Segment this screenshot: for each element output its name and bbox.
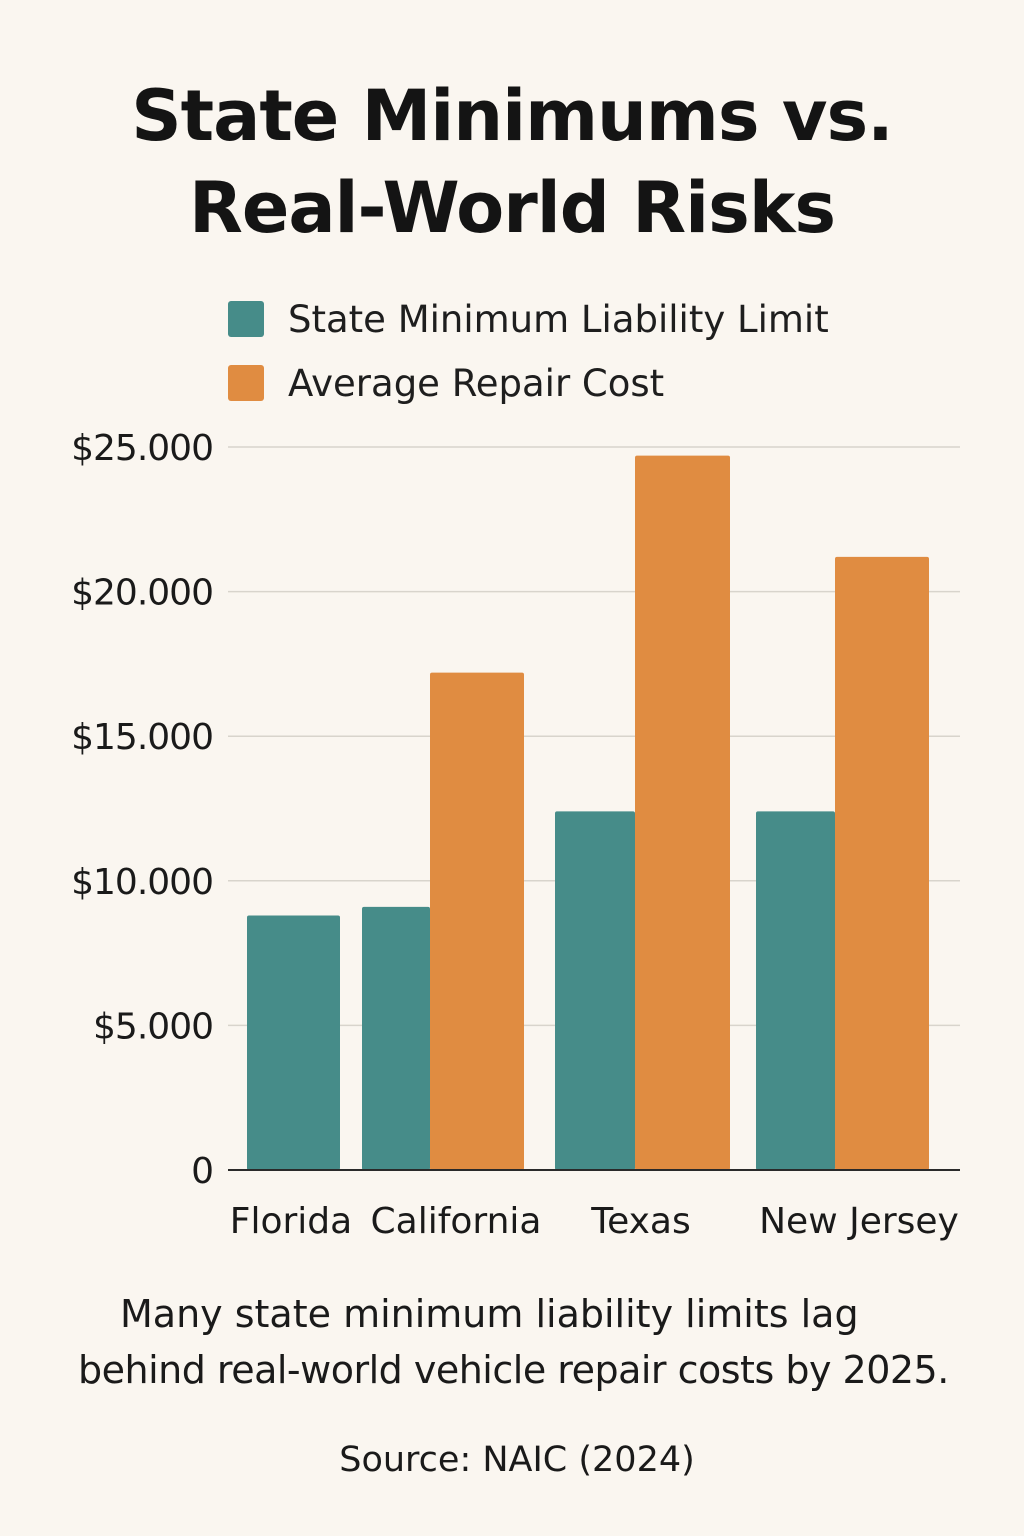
chart-title-line-1: State Minimums vs. [131, 75, 894, 157]
legend-label-state-minimum: State Minimum Liability Limit [288, 297, 829, 341]
y-tick-label: $10.000 [71, 862, 213, 903]
bar-average-repair-texas [635, 455, 730, 1170]
chart-caption: Many state minimum liability limits lag … [0, 1286, 1024, 1398]
y-tick-label: $15.000 [71, 717, 213, 758]
bar-chart: 0 $5.000 $10.000 $15.000 $20.000 $25.000 Flori… [71, 428, 960, 1242]
chart-title: State Minimums vs. Real-World Risks [0, 70, 1024, 254]
legend-swatch-state-minimum [228, 301, 264, 337]
caption-line-1: Many state minimum liability limits lag [120, 1292, 859, 1336]
bar-average-repair-california [430, 672, 524, 1170]
bar-state-minimum-florida [247, 915, 340, 1170]
caption-line-2: behind real-world vehicle repair costs b… [78, 1348, 949, 1392]
y-tick-label: 0 [191, 1151, 213, 1192]
legend: State Minimum Liability Limit Average Re… [228, 296, 829, 424]
legend-label-average-repair: Average Repair Cost [288, 361, 665, 405]
x-tick-label: Texas [590, 1201, 691, 1242]
y-tick-label: $5.000 [93, 1006, 213, 1047]
bar-state-minimum-texas [555, 811, 635, 1170]
bar-state-minimum-california [362, 906, 430, 1170]
y-tick-label: $20.000 [71, 573, 213, 614]
chart-title-line-2: Real-World Risks [188, 167, 836, 249]
legend-item-state-minimum: State Minimum Liability Limit [228, 296, 829, 342]
y-tick-label: $25.000 [71, 428, 213, 469]
bar-average-repair-new-jersey [835, 556, 929, 1170]
bar-state-minimum-new-jersey [756, 811, 835, 1170]
x-tick-label: Florida [230, 1201, 352, 1242]
legend-swatch-average-repair [228, 365, 264, 401]
source-note: Source: NAIC (2024) [339, 1440, 695, 1480]
x-tick-label: New Jersey [759, 1201, 959, 1242]
legend-item-average-repair: Average Repair Cost [228, 360, 829, 406]
x-tick-label: California [371, 1201, 542, 1242]
